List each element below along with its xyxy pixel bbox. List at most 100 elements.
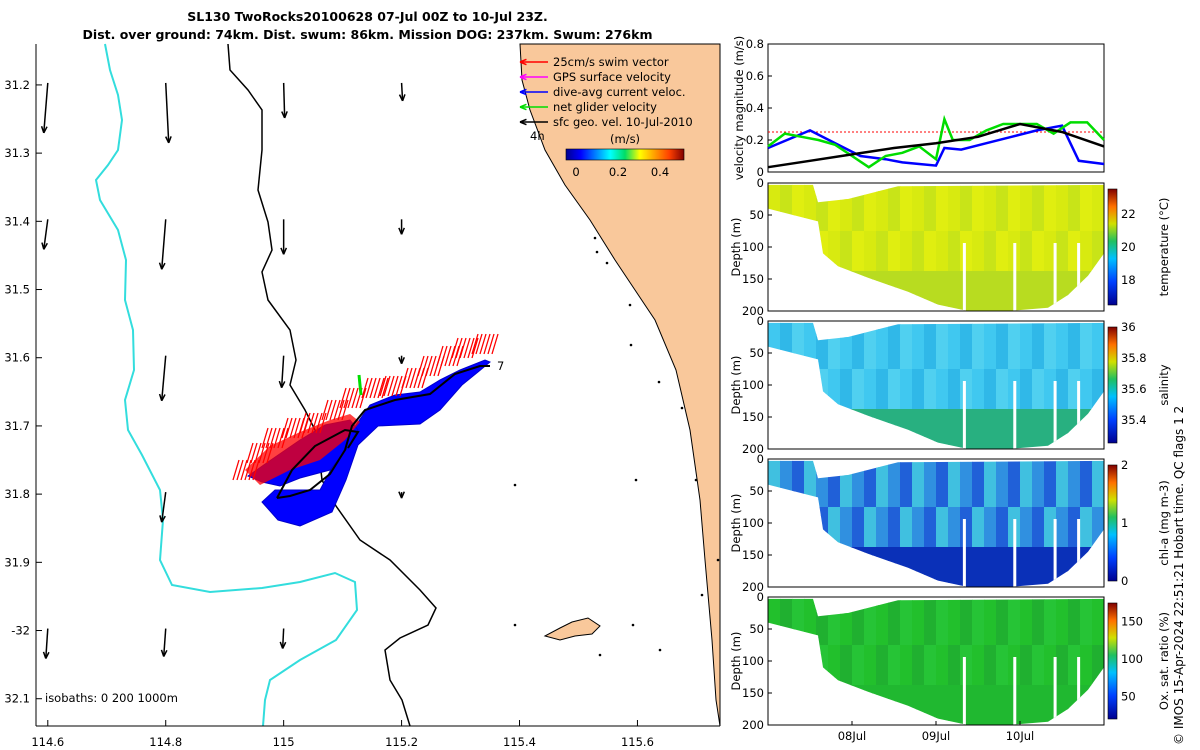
section-cell — [936, 701, 949, 710]
section-cell — [768, 329, 781, 338]
section-cell — [960, 515, 973, 524]
section-cell — [1092, 629, 1104, 638]
section-cell — [972, 483, 985, 492]
section-cell — [864, 531, 877, 540]
section-cell — [1044, 369, 1057, 378]
section-cell — [984, 295, 997, 304]
section-cell — [1068, 385, 1081, 394]
section-cell — [1020, 677, 1033, 686]
section-cell — [888, 239, 901, 248]
section-cell — [912, 653, 925, 662]
section-cell — [924, 709, 937, 718]
geo-velocity-arrow — [43, 82, 49, 133]
section-cell — [924, 613, 937, 622]
section-cell — [768, 184, 781, 192]
section-cell — [1032, 613, 1045, 622]
section-cell — [900, 393, 913, 402]
section-cell — [900, 239, 913, 248]
section-cell — [912, 669, 925, 678]
section-cell — [1092, 661, 1104, 670]
section-cell — [900, 329, 913, 338]
section-cell — [900, 507, 913, 516]
section-cell — [984, 547, 997, 556]
section-cell — [840, 377, 853, 386]
section-cell — [924, 337, 937, 346]
section-cell — [1056, 555, 1069, 564]
section-cell — [1044, 409, 1057, 418]
section-cell — [1068, 215, 1081, 224]
section-cell — [864, 507, 877, 516]
section-cell — [960, 563, 973, 572]
section-cell — [780, 337, 793, 346]
section-cell — [804, 605, 817, 614]
section-cell — [936, 223, 949, 232]
section-cell — [816, 507, 829, 516]
section-cell — [936, 287, 949, 296]
section-cell — [948, 661, 961, 670]
section-cell — [960, 393, 973, 402]
section-cell — [1020, 499, 1033, 508]
section-cell — [912, 329, 925, 338]
colorbar-tick-label: 35.8 — [1121, 351, 1147, 365]
section-cell — [864, 231, 877, 240]
section-cell — [996, 279, 1009, 288]
section-cell — [972, 637, 985, 646]
section-cell — [1044, 515, 1057, 524]
section-cell — [912, 685, 925, 694]
section-cell — [828, 637, 841, 646]
section-ytick-label: 100 — [742, 240, 764, 254]
section-cell — [792, 483, 805, 492]
section-cell — [900, 483, 913, 492]
time-annotation: 4h — [530, 129, 545, 143]
section-cell — [840, 507, 853, 516]
section-cell — [1068, 467, 1081, 476]
section-cell — [864, 337, 877, 346]
section-cell — [852, 223, 865, 232]
section-cell — [1068, 377, 1081, 386]
section-cell — [900, 637, 913, 646]
section-cell — [996, 475, 1009, 484]
section-cell — [816, 239, 829, 248]
section-cell — [948, 507, 961, 516]
section-cell — [888, 467, 901, 476]
section-cell — [900, 409, 913, 418]
section-cell — [948, 709, 961, 718]
section-cell — [888, 598, 901, 606]
colorbar-tick-label: 50 — [1121, 690, 1136, 704]
section-cell — [960, 207, 973, 216]
section-cell — [1032, 184, 1045, 192]
section-cell — [840, 653, 853, 662]
section-cell — [888, 685, 901, 694]
map-ytick-label: 31.3 — [4, 146, 30, 160]
section-cell — [888, 361, 901, 370]
section-cell — [780, 460, 793, 468]
section-cell — [1068, 598, 1081, 606]
swim-vector — [459, 337, 467, 359]
section-cell — [912, 279, 925, 288]
section-cell — [912, 425, 925, 434]
section-cell — [972, 669, 985, 678]
section-cell — [1032, 385, 1045, 394]
section-cell — [1092, 531, 1104, 540]
section-cell — [960, 417, 973, 426]
section-cell — [1056, 263, 1069, 272]
section-cell — [1032, 539, 1045, 548]
section-cell — [1008, 467, 1021, 476]
section-ylabel: Depth (m) — [729, 632, 743, 691]
section-cell — [1032, 401, 1045, 410]
section-cell — [780, 613, 793, 622]
section-cell — [1056, 483, 1069, 492]
section-cell — [864, 629, 877, 638]
section-cell — [960, 547, 973, 556]
section-cell — [960, 329, 973, 338]
section-cell — [996, 677, 1009, 686]
section-cell — [1032, 598, 1045, 606]
section-cell — [936, 337, 949, 346]
section-cell — [1068, 322, 1081, 330]
section-cell — [984, 409, 997, 418]
section-ytick-label: 150 — [742, 548, 764, 562]
section-cell — [972, 337, 985, 346]
section-cell — [852, 669, 865, 678]
section-cell — [996, 483, 1009, 492]
